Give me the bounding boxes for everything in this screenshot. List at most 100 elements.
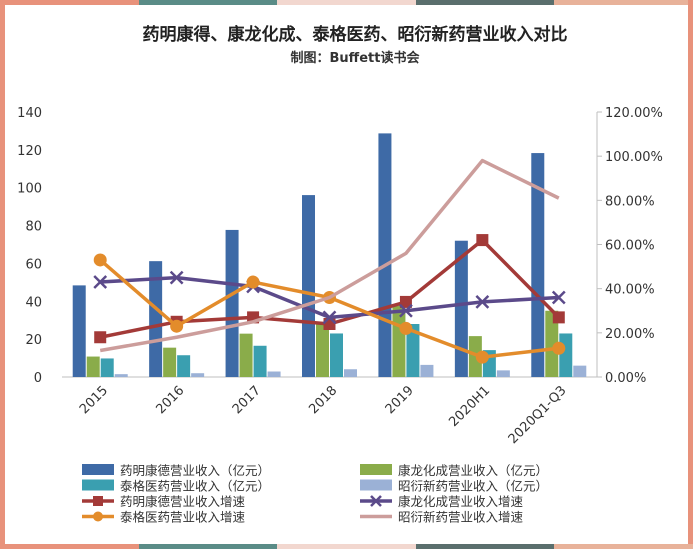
bar: [496, 370, 510, 377]
bar: [114, 374, 128, 377]
bar: [406, 324, 420, 377]
legend-label: 泰格医药营业收入增速: [120, 510, 246, 525]
border-segment: [0, 0, 139, 5]
line-point-x: [399, 303, 413, 318]
y-left-tick-label: 40: [25, 295, 42, 310]
x-tick-label: 2019: [383, 383, 417, 417]
bar: [302, 195, 315, 377]
bar: [330, 333, 343, 377]
legend-label: 泰格医药营业收入（亿元）: [120, 479, 270, 494]
border-segment: [277, 544, 416, 549]
line-point-square: [94, 331, 107, 344]
bar: [253, 345, 267, 377]
legend-swatch-bar: [360, 479, 392, 491]
border-segment: [277, 0, 416, 5]
line-point-circle: [552, 341, 566, 355]
legend-label: 药明康德营业收入（亿元）: [120, 463, 270, 478]
bar: [545, 310, 559, 377]
x-tick-labels: 2015 2016 2017 2018 2019 2020H1 2020Q1-Q3: [77, 383, 570, 447]
bar: [392, 305, 406, 377]
bar: [149, 261, 163, 377]
border-segment: [554, 0, 693, 5]
line-point-square: [552, 311, 565, 324]
y-right-tick-label: 40.00%: [605, 283, 655, 298]
border-segment: [138, 544, 278, 549]
x-tick-label: 2018: [306, 383, 340, 417]
legend-swatch-bar: [360, 464, 392, 475]
bar: [239, 333, 253, 377]
bar: [100, 358, 114, 377]
bar: [191, 373, 205, 377]
bar: [72, 285, 86, 377]
bar: [378, 133, 392, 377]
bar: [86, 356, 100, 377]
y-right-tick-label: 80.00%: [605, 194, 655, 209]
line-point-circle: [170, 319, 184, 333]
line-point-square: [247, 311, 260, 324]
x-tick-label: 2020H1: [446, 383, 493, 430]
legend-marker-square: [93, 496, 103, 506]
line-point-x: [551, 290, 566, 305]
y-right-tick-label: 60.00%: [605, 239, 655, 254]
x-tick-label: 2020Q1-Q3: [506, 383, 570, 447]
bar: [454, 240, 468, 377]
chart-title: 药明康得、康龙化成、泰格医药、昭衍新药营业收入对比: [143, 24, 568, 45]
x-tick-label: 2016: [153, 383, 187, 417]
line-point-circle: [399, 321, 413, 335]
border-segment: [415, 0, 555, 5]
legend-marker-x: [370, 495, 382, 507]
line-point-x: [475, 295, 490, 309]
bars-layer: [72, 133, 587, 377]
bar: [225, 229, 239, 377]
bar: [344, 369, 357, 377]
x-tick-label: 2015: [77, 383, 111, 417]
line-point-square: [399, 295, 412, 308]
y-left-tick-label: 0: [34, 371, 42, 386]
y-left-tick-label: 80: [25, 220, 42, 235]
line-point-x: [322, 310, 337, 325]
x-tick-label: 2017: [230, 383, 264, 417]
chart-subtitle: 制图：Buffett读书会: [291, 50, 421, 66]
series-line: [99, 158, 560, 353]
axes: 0 20 40 60 80 100 120 140 0.00% 20.00% 40.00% 60.00…: [17, 106, 663, 386]
bar: [420, 364, 434, 377]
legend-label: 康龙化成营业收入增速: [398, 494, 524, 509]
lines-layer: [93, 158, 566, 364]
y-right-tick-label: 0.00%: [605, 371, 646, 386]
y-right-tick-label: 100.00%: [605, 150, 663, 165]
top-border: [0, 0, 693, 5]
y-left-tick-label: 100: [17, 182, 42, 197]
line-point-circle: [93, 253, 107, 267]
y-left-tick-label: 60: [25, 257, 42, 272]
line-point-circle: [246, 275, 260, 289]
y-left-tick-label: 140: [17, 106, 42, 121]
border-segment: [415, 544, 555, 549]
bar: [177, 355, 191, 377]
legend-swatch-bar: [82, 464, 114, 475]
left-border: [0, 0, 5, 549]
right-border: [688, 0, 693, 549]
bar: [267, 371, 281, 377]
y-right-tick-label: 20.00%: [605, 327, 655, 342]
line-point-square: [476, 234, 489, 247]
bar: [163, 347, 177, 377]
line-point-x: [93, 275, 108, 289]
line-point-square: [323, 318, 336, 330]
y-left-tick-label: 120: [17, 144, 42, 159]
legend-label: 药明康德营业收入增速: [120, 494, 246, 509]
border-segment: [138, 0, 278, 5]
legend: 药明康德营业收入（亿元） 康龙化成营业收入（亿元） 泰格医药营业收入（亿元） 昭衍新药…: [82, 463, 548, 525]
bottom-border: [0, 544, 693, 549]
bar: [468, 336, 482, 377]
line-point-circle: [475, 350, 489, 364]
series-line: [99, 258, 559, 359]
line-point-x: [169, 270, 184, 285]
bar: [531, 153, 545, 377]
border-segment: [554, 544, 693, 549]
legend-label: 昭衍新药营业收入（亿元）: [398, 479, 548, 494]
bar: [559, 333, 573, 377]
legend-label: 康龙化成营业收入（亿元）: [398, 463, 548, 478]
y-left-tick-label: 20: [25, 333, 42, 348]
